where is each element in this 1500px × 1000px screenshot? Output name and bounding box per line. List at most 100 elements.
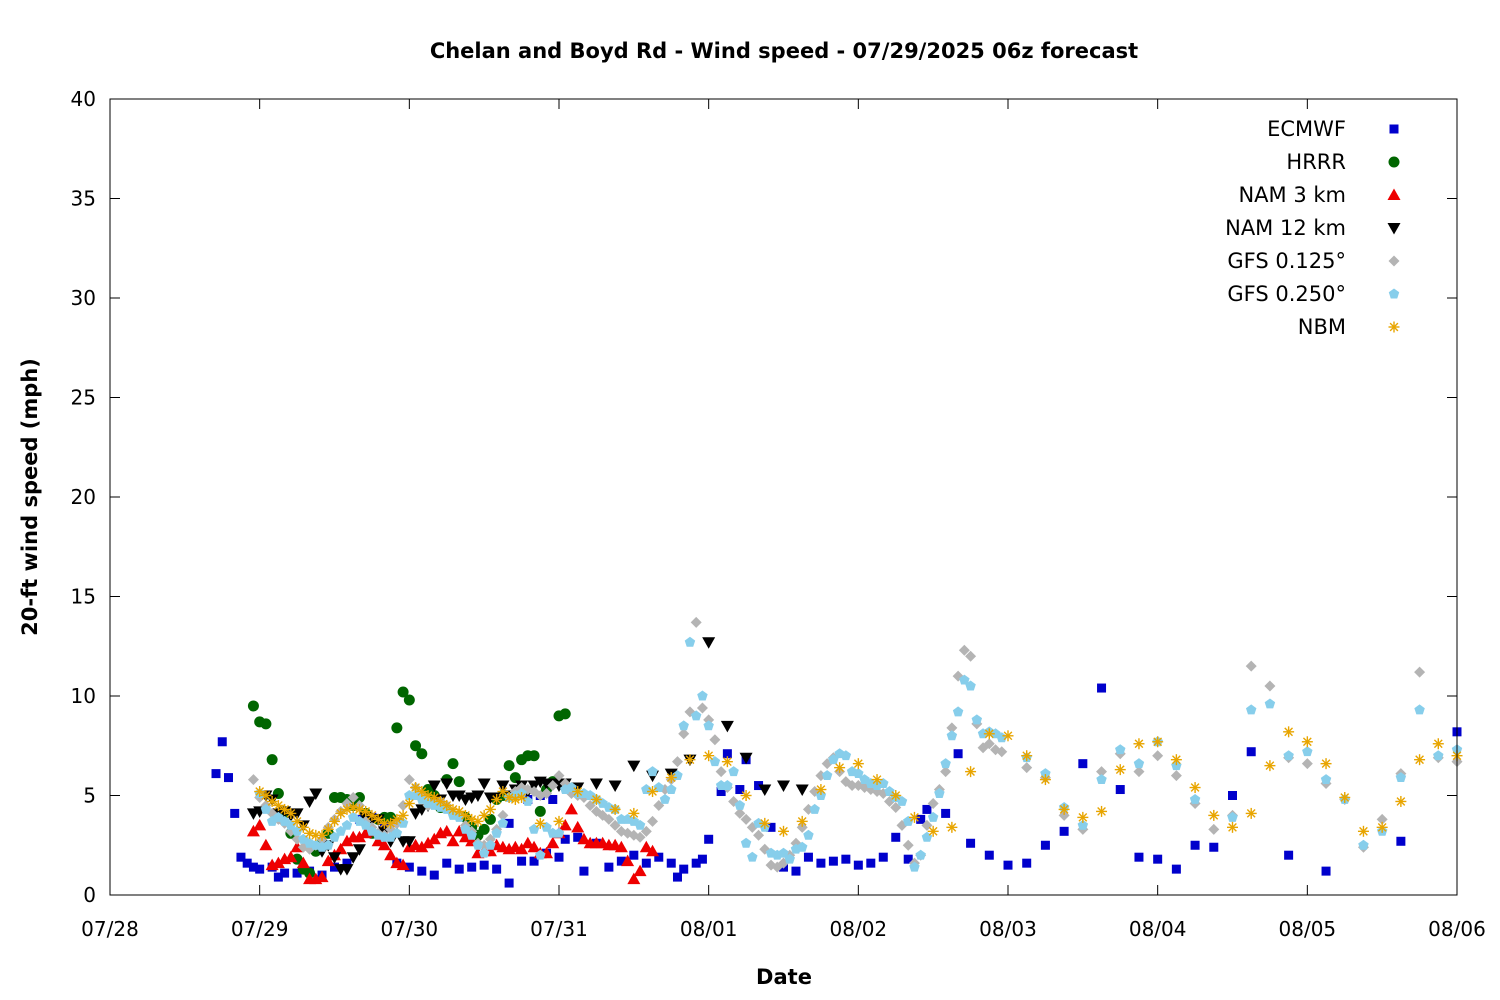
data-point-gfs-0-125 — [247, 774, 259, 786]
data-point-nam-3-km — [621, 854, 635, 867]
data-point-gfs-0-250 — [522, 795, 534, 806]
data-point-nbm — [1339, 791, 1351, 803]
data-point-gfs-0-125 — [734, 807, 746, 819]
data-point-gfs-0-250 — [485, 839, 496, 850]
data-point-hrrr — [403, 694, 415, 706]
data-point-gfs-0-250 — [784, 853, 795, 864]
data-point-ecmwf — [1115, 785, 1125, 795]
data-point-nbm — [815, 784, 827, 796]
data-point-nbm — [703, 750, 715, 762]
data-point-ecmwf — [280, 868, 290, 878]
data-point-nbm — [1301, 736, 1313, 748]
data-point-nam-12-km — [452, 790, 466, 802]
data-point-nbm — [1021, 750, 1033, 762]
data-point-gfs-0-250 — [684, 636, 696, 647]
data-point-gfs-0-125 — [603, 813, 615, 825]
legend-item-ecmwf: ECMWF — [1267, 117, 1399, 141]
data-point-ecmwf — [554, 852, 564, 862]
data-point-ecmwf — [1022, 858, 1032, 868]
data-point-gfs-0-250 — [703, 720, 714, 731]
data-point-nbm — [360, 805, 372, 817]
data-point-gfs-0-250 — [971, 714, 983, 725]
data-point-hrrr — [484, 813, 496, 825]
data-point-nbm — [1077, 811, 1089, 823]
data-point-ecmwf — [1003, 860, 1013, 870]
x-tick-label: 07/31 — [530, 917, 588, 941]
x-tick-label: 07/30 — [381, 917, 439, 941]
y-tick-label: 40 — [71, 87, 96, 111]
data-point-ecmwf — [454, 864, 464, 874]
data-point-ecmwf — [803, 852, 813, 862]
data-point-gfs-0-250 — [678, 720, 689, 731]
data-point-nam-12-km — [758, 784, 772, 797]
data-point-ecmwf — [766, 822, 776, 832]
legend-label: NAM 12 km — [1225, 216, 1346, 240]
data-point-nbm — [609, 803, 621, 815]
data-point-gfs-0-250 — [466, 829, 477, 840]
data-point-nbm — [366, 809, 378, 821]
data-point-gfs-0-125 — [696, 702, 708, 714]
data-point-ecmwf — [916, 814, 926, 824]
data-point-gfs-0-250 — [1414, 704, 1425, 715]
data-point-gfs-0-250 — [291, 825, 303, 836]
legend-item-gfs-0-125: GFS 0.125° — [1227, 249, 1400, 273]
data-point-gfs-0-250 — [902, 815, 914, 826]
data-point-gfs-0-250 — [1264, 698, 1276, 709]
y-tick-label: 10 — [71, 684, 96, 708]
data-point-gfs-0-250 — [734, 799, 746, 810]
data-point-gfs-0-250 — [840, 750, 852, 761]
data-point-ecmwf — [853, 860, 863, 870]
data-point-nbm — [1264, 760, 1276, 772]
legend-item-nam-3-km: NAM 3 km — [1238, 183, 1401, 207]
data-point-gfs-0-125 — [715, 766, 727, 778]
data-point-gfs-0-250 — [796, 841, 808, 852]
data-point-ecmwf — [479, 860, 489, 870]
data-point-ecmwf — [866, 858, 876, 868]
data-point-gfs-0-125 — [671, 756, 683, 768]
data-point-gfs-0-250 — [915, 849, 926, 860]
data-point-nbm — [266, 795, 278, 807]
data-point-nbm — [647, 786, 659, 798]
data-point-nbm — [721, 756, 733, 768]
data-point-nbm — [1414, 754, 1426, 766]
legend-label: ECMWF — [1267, 117, 1346, 141]
data-point-gfs-0-250 — [1189, 793, 1201, 804]
data-point-gfs-0-250 — [653, 782, 665, 792]
data-point-nam-12-km — [427, 780, 441, 793]
data-point-ecmwf — [604, 862, 614, 872]
data-point-nbm — [1133, 738, 1145, 750]
data-point-nam-3-km — [315, 870, 329, 883]
data-point-gfs-0-125 — [1301, 758, 1313, 770]
data-point-gfs-0-125 — [634, 831, 646, 843]
data-point-gfs-0-125 — [740, 813, 752, 825]
data-point-ecmwf — [922, 804, 932, 814]
data-point-nbm — [1058, 803, 1070, 815]
data-point-gfs-0-250 — [959, 674, 970, 685]
data-point-gfs-0-125 — [1414, 666, 1426, 678]
data-point-gfs-0-250 — [323, 839, 334, 850]
x-tick-label: 07/28 — [81, 917, 139, 941]
data-point-gfs-0-250 — [397, 817, 409, 828]
data-point-nam-3-km — [384, 848, 398, 861]
data-point-nam-12-km — [739, 752, 753, 765]
data-point-nbm — [254, 786, 266, 798]
x-tick-label: 07/29 — [231, 917, 289, 941]
data-point-nam-3-km — [614, 840, 628, 853]
data-point-gfs-0-250 — [360, 819, 371, 830]
data-point-gfs-0-125 — [753, 829, 765, 841]
data-point-gfs-0-125 — [547, 780, 559, 792]
data-point-ecmwf — [629, 850, 639, 860]
data-point-nbm — [740, 790, 752, 801]
data-point-nam-3-km — [371, 834, 385, 847]
data-point-gfs-0-250 — [535, 849, 546, 860]
data-point-ecmwf — [1059, 826, 1069, 836]
data-point-nbm — [272, 799, 284, 811]
data-point-hrrr — [453, 776, 465, 788]
data-point-gfs-0-250 — [1395, 772, 1407, 783]
data-point-gfs-0-250 — [1115, 744, 1126, 755]
data-point-nam-12-km — [402, 836, 416, 848]
data-point-gfs-0-125 — [1264, 680, 1276, 692]
axis-ticks: 0 5 10 15 20 25 30 35 40 07/28 07/29 07/30 07/31 08/0… — [71, 87, 1486, 941]
